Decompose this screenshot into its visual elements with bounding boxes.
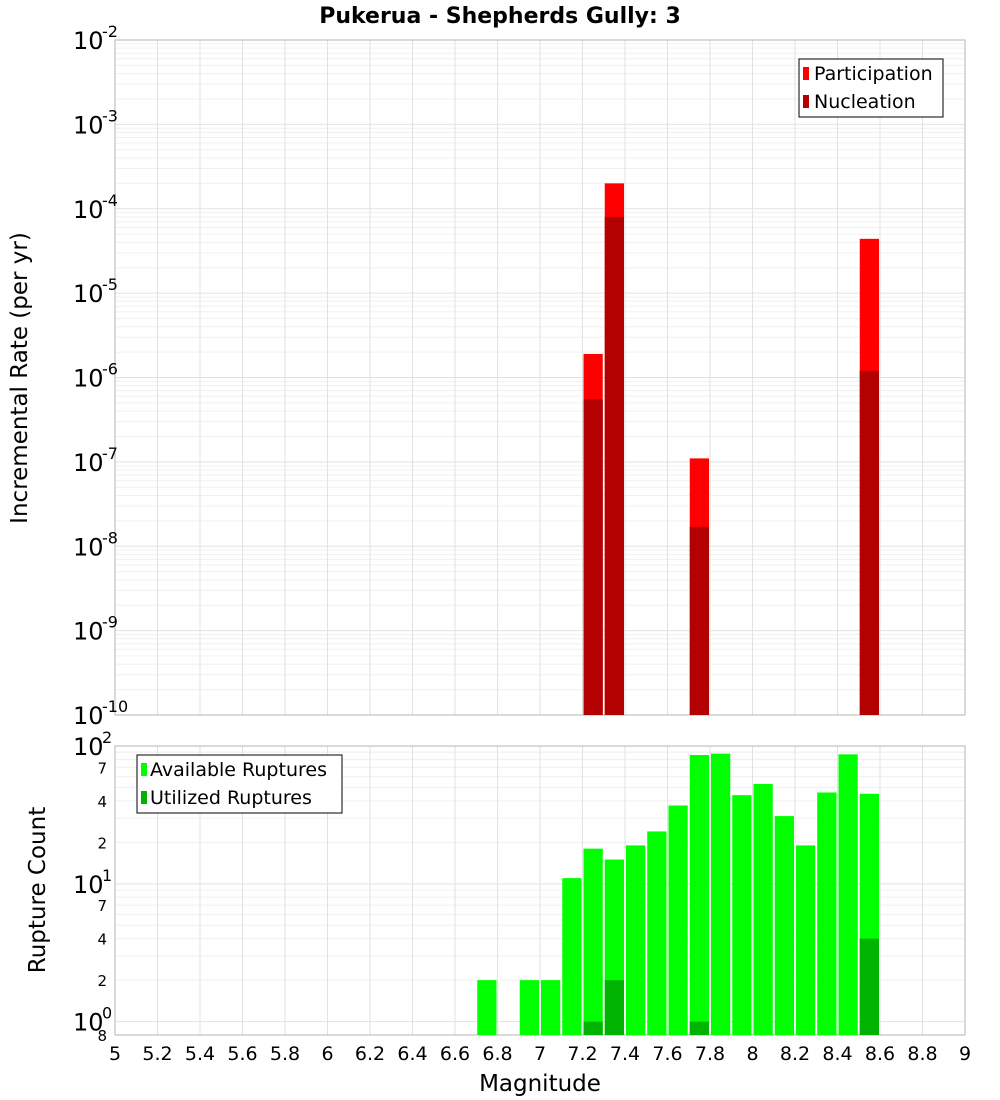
- x-tick-label: 8.4: [822, 1043, 852, 1065]
- available-ruptures-bar: [562, 878, 582, 1035]
- x-tick-label: 7: [534, 1043, 546, 1065]
- rate-plot-frame: [114, 39, 966, 716]
- count-legend: Available Ruptures Utilized Ruptures: [136, 754, 343, 814]
- x-tick-label: 6.2: [355, 1043, 385, 1065]
- x-tick-label: 7.2: [567, 1043, 597, 1065]
- count-y-minor-tick: 2: [97, 834, 107, 852]
- x-tick-label: 7.6: [652, 1043, 682, 1065]
- count-y-tick-exponent: 2: [102, 728, 112, 747]
- nucleation-bar: [583, 399, 603, 715]
- available-ruptures-bar: [732, 795, 752, 1035]
- available-ruptures-bar: [817, 792, 837, 1035]
- legend-label-available: Available Ruptures: [150, 759, 327, 781]
- x-tick-label: 6.6: [440, 1043, 470, 1065]
- rate-y-axis-label: Incremental Rate (per yr): [7, 232, 33, 524]
- count-y-tick-label: 10: [73, 1009, 104, 1037]
- rate-y-tick-exponent: -9: [102, 613, 118, 632]
- count-y-tick-exponent: 0: [102, 1004, 112, 1023]
- count-plot-frame: [114, 745, 966, 1036]
- available-ruptures-bar: [668, 805, 688, 1035]
- count-y-minor-tick: 8: [97, 1027, 107, 1045]
- count-y-minor-tick: 4: [97, 793, 107, 811]
- count-y-minor-tick: 7: [97, 759, 107, 777]
- legend-swatch-utilized: [141, 791, 147, 804]
- count-y-tick-exponent: 1: [102, 866, 112, 885]
- x-tick-label: 5.8: [270, 1043, 300, 1065]
- available-ruptures-bar: [711, 753, 731, 1035]
- available-ruptures-bar: [796, 845, 816, 1035]
- available-ruptures-bar: [541, 980, 561, 1035]
- legend-swatch-participation: [803, 67, 809, 80]
- rate-y-tick-exponent: -7: [102, 444, 118, 463]
- rate-y-tick-exponent: -5: [102, 275, 118, 294]
- available-ruptures-bar: [626, 845, 646, 1035]
- x-tick-label: 7.4: [610, 1043, 640, 1065]
- count-y-minor-tick: 4: [97, 931, 107, 949]
- nucleation-bar: [604, 216, 624, 715]
- utilized-ruptures-bar: [583, 1021, 603, 1035]
- x-tick-label: 5.4: [185, 1043, 215, 1065]
- rate-y-tick-exponent: -10: [102, 697, 128, 716]
- nucleation-bar: [689, 526, 709, 715]
- utilized-ruptures-bar: [689, 1021, 709, 1035]
- x-tick-label: 8.8: [907, 1043, 937, 1065]
- rate-y-tick-exponent: -6: [102, 360, 118, 379]
- x-tick-label: 5: [109, 1043, 121, 1065]
- rate-y-tick-label: 10: [73, 365, 104, 393]
- rate-y-tick-label: 10: [73, 702, 104, 730]
- rate-y-tick-exponent: -8: [102, 528, 118, 547]
- nucleation-bar: [859, 370, 879, 715]
- rate-y-tick-exponent: -4: [102, 191, 118, 210]
- rate-y-tick-label: 10: [73, 196, 104, 224]
- rate-y-tick-label: 10: [73, 533, 104, 561]
- available-ruptures-bar: [689, 755, 709, 1035]
- rate-y-tick-label: 10: [73, 27, 104, 55]
- rate-y-tick-label: 10: [73, 618, 104, 646]
- x-tick-label: 8.2: [780, 1043, 810, 1065]
- x-tick-label: 5.2: [142, 1043, 172, 1065]
- count-y-axis-label: Rupture Count: [25, 807, 51, 973]
- available-ruptures-bar: [647, 831, 667, 1035]
- rate-y-tick-label: 10: [73, 449, 104, 477]
- rate-panel: 10-210-310-410-510-610-710-810-910-10 In…: [7, 22, 966, 730]
- x-axis-label: Magnitude: [479, 1071, 601, 1097]
- count-y-tick-label: 10: [73, 871, 104, 899]
- rate-legend: Participation Nucleation: [798, 58, 944, 118]
- x-tick-label: 9: [959, 1043, 971, 1065]
- x-tick-label: 6: [321, 1043, 333, 1065]
- x-tick-label: 6.4: [397, 1043, 427, 1065]
- count-y-minor-tick: 2: [97, 972, 107, 990]
- available-ruptures-bar: [838, 754, 858, 1035]
- rate-y-tick-exponent: -3: [102, 106, 118, 125]
- available-ruptures-bar: [519, 980, 539, 1035]
- rate-y-tick-label: 10: [73, 111, 104, 139]
- x-tick-label: 6.8: [482, 1043, 512, 1065]
- chart-title: Pukerua - Shepherds Gully: 3: [319, 4, 681, 29]
- legend-swatch-available: [141, 763, 147, 776]
- available-ruptures-bar: [583, 848, 603, 1035]
- rate-y-tick-label: 10: [73, 280, 104, 308]
- utilized-ruptures-bar: [604, 980, 624, 1035]
- count-y-minor-tick: 7: [97, 897, 107, 915]
- x-tick-label: 7.8: [695, 1043, 725, 1065]
- available-ruptures-bar: [774, 816, 794, 1035]
- rate-y-tick-exponent: -2: [102, 22, 118, 41]
- legend-label-participation: Participation: [814, 63, 933, 85]
- legend-label-utilized: Utilized Ruptures: [150, 787, 312, 809]
- available-ruptures-bar: [477, 980, 497, 1035]
- utilized-ruptures-bar: [859, 938, 879, 1035]
- legend-swatch-nucleation: [803, 95, 809, 108]
- available-ruptures-bar: [753, 784, 773, 1035]
- legend-label-nucleation: Nucleation: [814, 91, 916, 113]
- count-y-tick-label: 10: [73, 733, 104, 761]
- x-tick-label: 5.6: [227, 1043, 257, 1065]
- x-tick-label: 8.6: [865, 1043, 895, 1065]
- x-tick-label: 8: [746, 1043, 758, 1065]
